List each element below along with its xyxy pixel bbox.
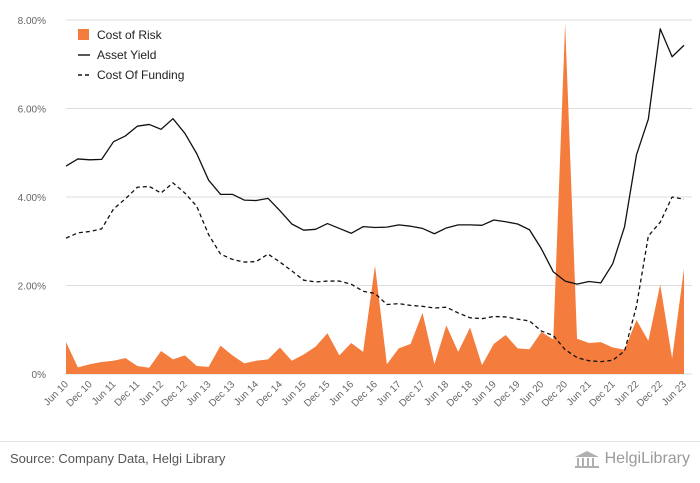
x-tick-label: Dec 20 <box>540 379 570 409</box>
x-tick-label: Dec 22 <box>635 379 665 409</box>
x-tick-label: Dec 16 <box>350 379 380 409</box>
x-tick-label: Jun 23 <box>660 379 689 408</box>
y-tick-label: 2.00% <box>18 282 46 293</box>
x-tick-label: Dec 15 <box>302 379 332 409</box>
brand-logo[interactable]: HelgiLibrary <box>573 448 690 470</box>
y-tick-label: 8.00% <box>18 16 46 27</box>
x-tick-label: Dec 11 <box>113 379 143 409</box>
x-tick-label: Dec 17 <box>397 379 427 409</box>
x-tick-label: Dec 19 <box>492 379 522 409</box>
cost-of-funding-line <box>65 182 685 363</box>
x-tick-label: Dec 18 <box>445 379 475 409</box>
cost-of-risk-area-path <box>66 23 684 374</box>
y-tick-label: 6.00% <box>18 105 46 116</box>
x-tick-label: Dec 21 <box>587 379 617 409</box>
cost-of-risk-area <box>65 23 685 374</box>
legend-label-cost-of-funding: Cost Of Funding <box>97 68 184 82</box>
x-tick-label: Dec 14 <box>255 379 285 409</box>
legend: Cost of Risk Asset Yield Cost Of Funding <box>78 28 184 82</box>
x-tick-label: Dec 13 <box>207 379 237 409</box>
series-lines <box>65 28 685 363</box>
legend-label-cost-of-risk: Cost of Risk <box>97 28 163 42</box>
legend-swatch-cost-of-risk <box>78 29 89 40</box>
y-tick-label: 0% <box>32 370 47 381</box>
source-note: Source: Company Data, Helgi Library <box>10 451 226 466</box>
footer-divider <box>0 441 700 442</box>
legend-label-asset-yield: Asset Yield <box>97 48 156 62</box>
library-building-icon <box>574 451 599 468</box>
brand-name: HelgiLibrary <box>604 450 690 467</box>
y-tick-label: 4.00% <box>18 193 46 204</box>
x-tick-label: Dec 12 <box>160 379 190 409</box>
x-tick-label: Dec 10 <box>65 379 95 409</box>
